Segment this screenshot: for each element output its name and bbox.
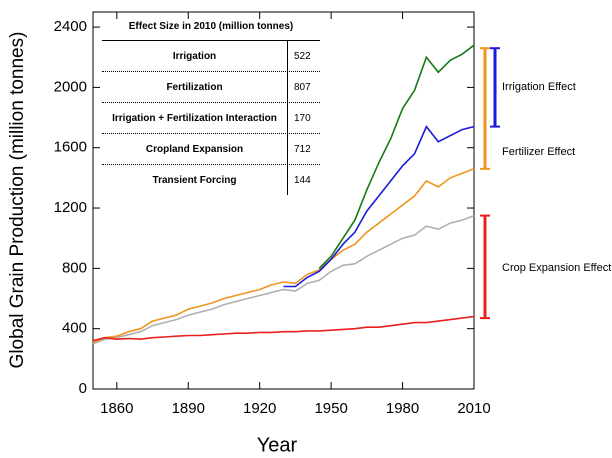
- effect-name: Cropland Expansion: [102, 134, 288, 164]
- x-tick-label: 1920: [243, 400, 276, 417]
- table-row: Transient Forcing 144: [102, 165, 320, 195]
- series-line: [318, 44, 475, 269]
- y-tick-label: 2000: [54, 78, 87, 95]
- effect-label: Fertilizer Effect: [502, 146, 575, 158]
- y-axis-label: Global Grain Production (million tonnes): [7, 32, 28, 369]
- y-tick-label: 800: [62, 259, 87, 276]
- effect-value: 522: [294, 50, 311, 62]
- effect-name: Transient Forcing: [102, 165, 288, 195]
- x-tick-label: 2010: [457, 400, 490, 417]
- table-row: Irrigation + Fertilization Interaction 17…: [102, 103, 320, 134]
- y-tick-label: 0: [79, 380, 87, 397]
- plot-frame: [92, 11, 475, 390]
- effect-table: Effect Size in 2010 (million tonnes) Irr…: [102, 14, 320, 195]
- effect-name: Irrigation + Fertilization Interaction: [102, 103, 288, 133]
- table-row: Irrigation 522: [102, 41, 320, 72]
- series-line: [92, 214, 475, 345]
- x-tick-label: 1890: [172, 400, 205, 417]
- effect-value: 170: [294, 112, 311, 124]
- table-title: Effect Size in 2010 (million tonnes): [102, 14, 320, 41]
- x-axis-label: Year: [257, 434, 298, 456]
- series-line: [283, 125, 475, 288]
- series-line: [92, 168, 475, 344]
- effect-value: 807: [294, 81, 311, 93]
- x-tick-label: 1860: [100, 400, 133, 417]
- y-tick-label: 400: [62, 320, 87, 337]
- table-row: Fertilization 807: [102, 72, 320, 103]
- effect-label: Irrigation Effect: [502, 81, 576, 93]
- effect-value: 144: [294, 174, 311, 186]
- effect-value: 712: [294, 143, 311, 155]
- effect-name: Irrigation: [102, 41, 288, 71]
- x-tick-label: 1980: [386, 400, 419, 417]
- series-line: [92, 315, 475, 342]
- y-tick-label: 2400: [54, 18, 87, 35]
- effect-label: Crop Expansion Effect: [502, 262, 611, 274]
- effect-name: Fertilization: [102, 72, 288, 102]
- y-tick-label: 1200: [54, 199, 87, 216]
- table-row: Cropland Expansion 712: [102, 134, 320, 165]
- y-tick-label: 1600: [54, 139, 87, 156]
- x-tick-label: 1950: [314, 400, 347, 417]
